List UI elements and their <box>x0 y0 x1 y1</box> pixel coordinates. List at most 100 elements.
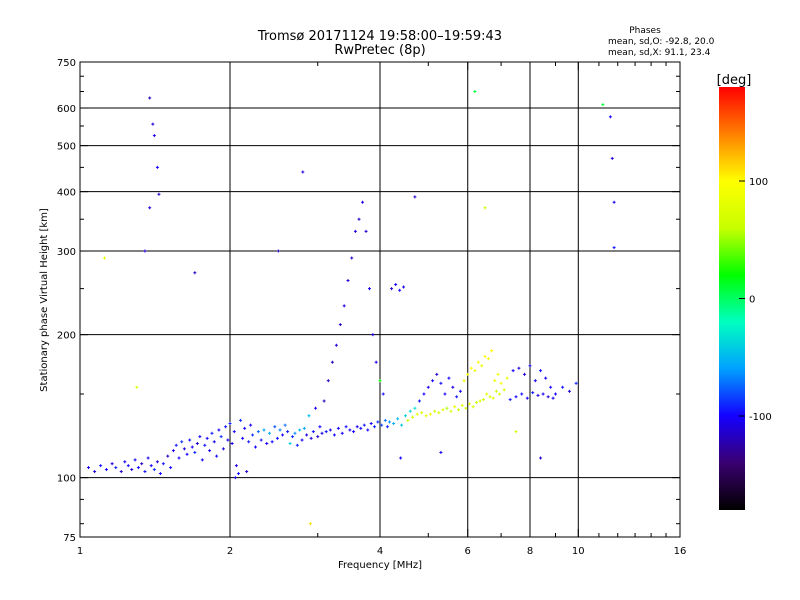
data-point <box>439 381 443 385</box>
data-point <box>539 369 543 373</box>
data-point <box>359 426 363 430</box>
data-point <box>473 369 477 373</box>
data-point <box>190 445 194 449</box>
data-point <box>161 462 165 466</box>
data-point <box>531 391 535 395</box>
data-point <box>155 460 159 464</box>
data-point <box>514 395 518 399</box>
data-point <box>420 411 424 415</box>
y-tick-label: 300 <box>57 247 76 258</box>
data-point <box>514 430 518 434</box>
data-point <box>130 468 134 472</box>
data-point <box>308 522 312 526</box>
data-point <box>496 372 500 376</box>
data-point <box>151 122 155 126</box>
data-point <box>193 271 197 275</box>
phase-info-o-mode: mean, sd,O: -92.8, 20.0 <box>608 37 715 47</box>
data-point <box>449 409 453 413</box>
data-point <box>276 249 280 253</box>
data-point <box>322 399 326 403</box>
data-point <box>158 472 162 476</box>
x-tick-label: 10 <box>572 546 585 557</box>
data-point <box>469 366 473 370</box>
data-point <box>221 447 225 451</box>
data-point <box>413 195 417 199</box>
data-point <box>182 447 186 451</box>
data-point <box>226 438 230 442</box>
data-point <box>473 90 477 94</box>
data-point <box>152 134 156 138</box>
data-point <box>256 430 260 434</box>
data-point <box>298 428 302 432</box>
data-point <box>460 403 464 407</box>
phase-info-x-mode: mean, sd,X: 91.1, 23.4 <box>608 48 711 58</box>
data-point <box>371 333 375 337</box>
data-point <box>135 385 139 389</box>
data-point <box>574 381 578 385</box>
x-tick-label: 2 <box>227 546 233 557</box>
data-point <box>245 470 249 474</box>
data-point <box>314 406 318 410</box>
data-point <box>403 414 407 418</box>
data-point <box>350 256 354 260</box>
data-point <box>219 435 223 439</box>
x-tick-label: 16 <box>674 546 687 557</box>
data-point <box>301 170 305 174</box>
data-point <box>236 472 240 476</box>
data-point <box>177 456 181 460</box>
x-tick-label: 4 <box>377 546 383 557</box>
data-point <box>103 256 107 260</box>
data-point <box>464 406 468 410</box>
data-point <box>367 287 371 291</box>
data-point <box>224 425 228 429</box>
data-point <box>243 426 247 430</box>
data-point <box>273 425 277 429</box>
chart-title: Tromsø 20171124 19:58:00–19:59:43 <box>257 29 502 44</box>
data-point <box>232 430 236 434</box>
data-point <box>415 412 419 416</box>
data-point <box>366 428 370 432</box>
data-point <box>612 200 616 204</box>
data-point <box>295 443 299 447</box>
data-point <box>499 381 503 385</box>
data-point <box>344 425 348 429</box>
data-point <box>233 476 237 480</box>
x-axis-label: Frequency [MHz] <box>338 560 422 571</box>
data-point <box>498 392 502 396</box>
data-point <box>374 360 378 364</box>
data-point <box>228 422 232 426</box>
data-point <box>334 343 338 347</box>
data-point <box>352 430 356 434</box>
data-point <box>300 438 304 442</box>
data-point <box>455 395 459 399</box>
data-point <box>270 440 274 444</box>
data-point <box>193 450 197 454</box>
data-point <box>390 287 394 291</box>
data-point <box>99 464 103 468</box>
data-point <box>86 466 90 470</box>
data-point <box>392 422 396 426</box>
y-tick-label: 600 <box>57 104 76 115</box>
y-tick-label: 75 <box>63 533 76 544</box>
data-point <box>406 418 410 422</box>
data-point <box>431 379 435 383</box>
data-point <box>426 385 430 389</box>
data-point <box>451 385 455 389</box>
data-point <box>278 428 282 432</box>
data-point <box>212 440 216 444</box>
data-point <box>293 431 297 435</box>
data-point <box>443 392 447 396</box>
data-point <box>155 165 159 169</box>
data-point <box>330 360 334 364</box>
data-point <box>119 470 123 474</box>
y-tick-label: 750 <box>57 58 76 69</box>
data-point <box>230 442 234 446</box>
data-point <box>439 450 443 454</box>
data-point <box>320 431 324 435</box>
data-point <box>198 435 202 439</box>
data-point <box>126 464 130 468</box>
data-point <box>185 452 189 456</box>
data-point <box>195 442 199 446</box>
data-point <box>152 468 156 472</box>
data-point <box>553 392 557 396</box>
